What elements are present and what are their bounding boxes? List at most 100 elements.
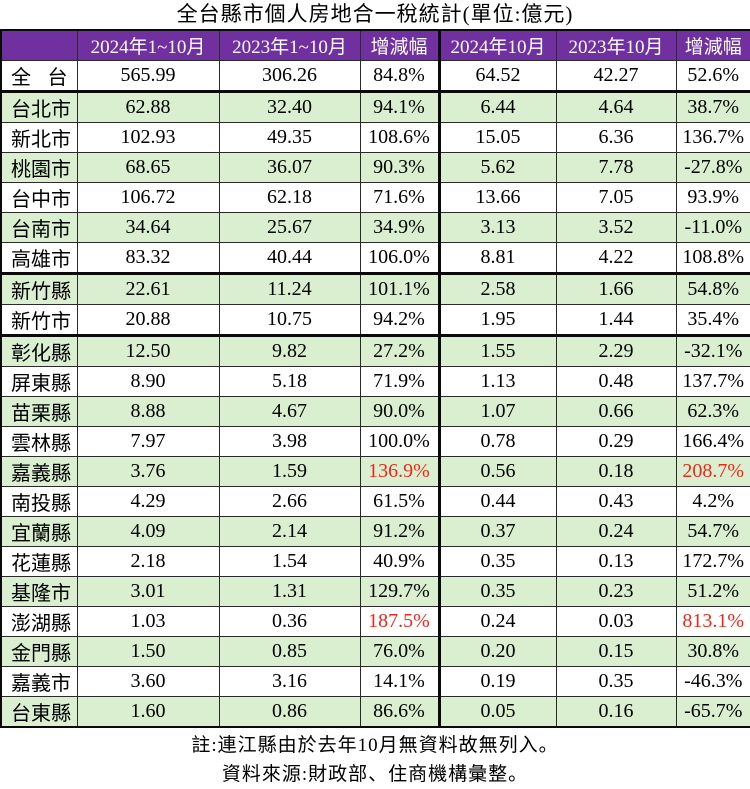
data-cell: 3.98: [218, 425, 361, 457]
data-cell: 4.67: [218, 395, 361, 427]
data-cell: 0.13: [555, 545, 677, 577]
data-cell: 0.48: [555, 365, 677, 397]
table-row: 苗栗縣 8.88 4.67 90.0% 1.07 0.66 62.3%: [0, 395, 750, 427]
data-cell: 62.18: [218, 181, 361, 213]
data-cell: 106.0%: [359, 241, 441, 275]
page-title: 全台縣市個人房地合一稅統計(單位:億元): [176, 2, 574, 26]
row-label: 嘉義縣: [0, 455, 78, 487]
data-cell: 0.66: [555, 395, 677, 427]
row-label: 桃園市: [0, 151, 78, 183]
data-cell: 0.35: [438, 545, 557, 577]
row-label: 彰化縣: [0, 334, 78, 367]
data-cell: 1.50: [76, 635, 220, 667]
data-cell: 9.82: [218, 334, 361, 367]
data-cell: 36.07: [218, 151, 361, 183]
column-header: 2023年1~10月: [218, 29, 361, 61]
data-cell: 83.32: [76, 241, 220, 275]
data-cell: 1.03: [76, 605, 220, 637]
table-row: 雲林縣 7.97 3.98 100.0% 0.78 0.29 166.4%: [0, 425, 750, 457]
data-cell: 172.7%: [675, 545, 750, 577]
data-cell: 5.62: [438, 151, 557, 183]
data-cell: 6.44: [438, 90, 557, 123]
data-cell: 1.31: [218, 575, 361, 607]
column-header: 2024年1~10月: [76, 29, 220, 61]
row-label: 南投縣: [0, 485, 78, 517]
data-cell: 5.18: [218, 365, 361, 397]
data-cell: 54.8%: [675, 272, 750, 305]
data-cell: 2.58: [438, 272, 557, 305]
column-header: 2023年10月: [555, 29, 677, 61]
footnote-data-note: 註:連江縣由於去年10月無資料故無列入。: [191, 734, 559, 756]
data-cell: 102.93: [76, 121, 220, 153]
data-cell: 13.66: [438, 181, 557, 213]
data-cell: -65.7%: [675, 695, 750, 727]
data-cell: 0.18: [555, 455, 677, 487]
row-label: 新竹市: [0, 303, 78, 337]
row-label: 全台: [0, 59, 78, 93]
table-row: 基隆市 3.01 1.31 129.7% 0.35 0.23 51.2%: [0, 575, 750, 607]
data-cell: 0.85: [218, 635, 361, 667]
data-cell: 7.78: [555, 151, 677, 183]
data-cell: 94.1%: [359, 90, 441, 123]
row-label: 屏東縣: [0, 365, 78, 397]
data-cell: 0.44: [438, 485, 557, 517]
data-cell: 166.4%: [675, 425, 750, 457]
data-cell: 20.88: [76, 303, 220, 337]
data-cell: 565.99: [76, 59, 220, 93]
data-cell: 0.24: [438, 605, 557, 637]
data-cell: -27.8%: [675, 151, 750, 183]
data-cell: 6.36: [555, 121, 677, 153]
data-cell: 54.7%: [675, 515, 750, 547]
data-cell: 1.66: [555, 272, 677, 305]
data-cell: 0.43: [555, 485, 677, 517]
data-cell: 137.7%: [675, 365, 750, 397]
data-cell: 86.6%: [359, 695, 441, 727]
data-cell: 0.23: [555, 575, 677, 607]
row-label: 新北市: [0, 121, 78, 153]
data-cell: 0.19: [438, 665, 557, 697]
data-cell: 4.09: [76, 515, 220, 547]
data-cell: 71.9%: [359, 365, 441, 397]
data-cell: -11.0%: [675, 211, 750, 243]
data-cell: 38.7%: [675, 90, 750, 123]
data-cell: 10.75: [218, 303, 361, 337]
data-cell: 1.95: [438, 303, 557, 337]
data-cell: 61.5%: [359, 485, 441, 517]
data-cell: 1.07: [438, 395, 557, 427]
data-cell: 0.35: [438, 575, 557, 607]
data-cell: 8.90: [76, 365, 220, 397]
data-cell: 4.22: [555, 241, 677, 275]
data-cell: 0.05: [438, 695, 557, 727]
data-cell: 8.88: [76, 395, 220, 427]
data-cell: 91.2%: [359, 515, 441, 547]
data-cell: 0.15: [555, 635, 677, 667]
data-cell: 71.6%: [359, 181, 441, 213]
data-cell: 0.37: [438, 515, 557, 547]
data-cell: 1.59: [218, 455, 361, 487]
row-label: 雲林縣: [0, 425, 78, 457]
data-cell: 14.1%: [359, 665, 441, 697]
row-label: 花蓮縣: [0, 545, 78, 577]
data-cell: 34.9%: [359, 211, 441, 243]
data-cell: 62.88: [76, 90, 220, 123]
data-cell: 187.5%: [359, 605, 441, 637]
data-cell: 40.44: [218, 241, 361, 275]
row-label: 台南市: [0, 211, 78, 243]
footnotes: 註:連江縣由於去年10月無資料故無列入。 資料來源:財政部、住商機構彙整。: [0, 731, 750, 789]
data-cell: 84.8%: [359, 59, 441, 93]
data-cell: 62.3%: [675, 395, 750, 427]
table-row: 花蓮縣 2.18 1.54 40.9% 0.35 0.13 172.7%: [0, 545, 750, 577]
data-cell: 35.4%: [675, 303, 750, 337]
row-label: 台中市: [0, 181, 78, 213]
table-row: 高雄市 83.32 40.44 106.0% 8.81 4.22 108.8%: [0, 241, 750, 275]
data-cell: 108.6%: [359, 121, 441, 153]
data-cell: 0.35: [555, 665, 677, 697]
data-cell: 106.72: [76, 181, 220, 213]
row-label: 苗栗縣: [0, 395, 78, 427]
table-row: 台南市 34.64 25.67 34.9% 3.13 3.52 -11.0%: [0, 211, 750, 243]
data-cell: 1.54: [218, 545, 361, 577]
corner-cell: [0, 29, 78, 61]
data-cell: 0.86: [218, 695, 361, 727]
data-cell: 93.9%: [675, 181, 750, 213]
data-cell: 101.1%: [359, 272, 441, 305]
